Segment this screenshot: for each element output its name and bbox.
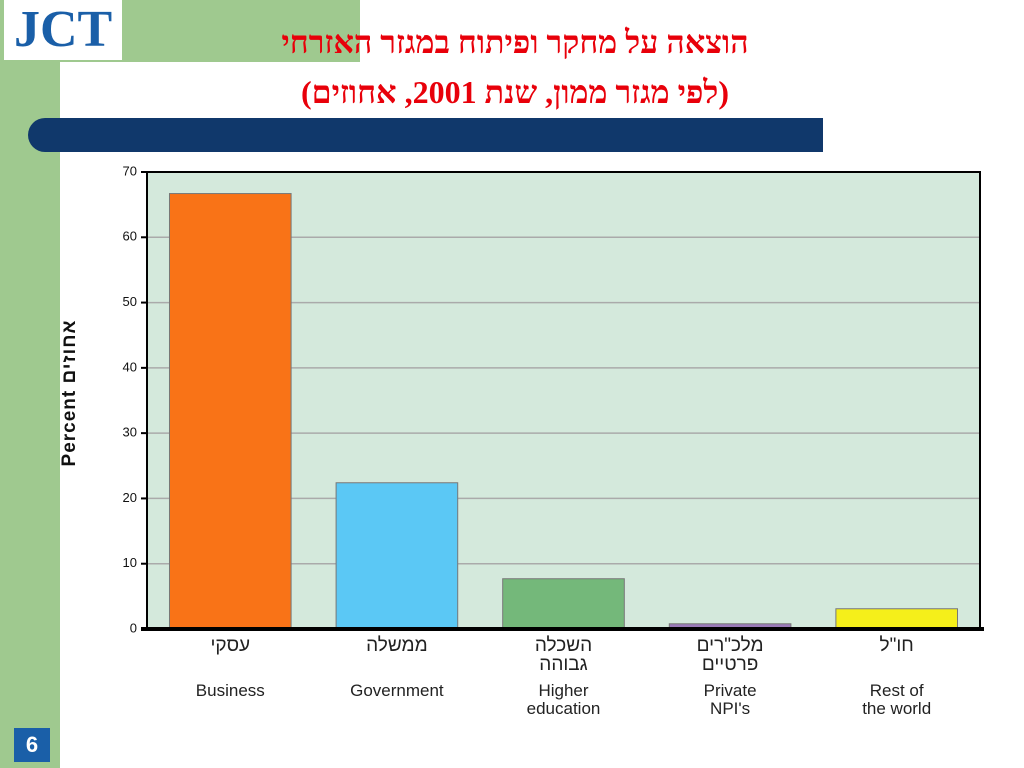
bar [335, 482, 459, 630]
y-tick-label: 0 [130, 620, 137, 635]
y-tick-label: 40 [123, 359, 137, 374]
header-band [28, 118, 823, 152]
bar [502, 578, 625, 630]
x-tick-label: Government [350, 681, 444, 700]
y-tick-label: 60 [123, 229, 137, 244]
x-tick-label: Business [195, 681, 265, 700]
y-tick-label: 50 [123, 294, 137, 309]
y-tick-label: 10 [123, 555, 137, 570]
y-tick-label: 70 [123, 163, 137, 178]
x-tick-label: Higher education [526, 681, 601, 718]
chart-subtitle: (לפי מגזר ממון, שנת 2001, אחוזים) [300, 74, 730, 110]
x-tick-label-he: ממשלה [366, 635, 428, 656]
bar [168, 193, 292, 630]
x-tick-label-he: השכלה גבוהה [534, 635, 593, 675]
slide-number: 6 [14, 728, 50, 762]
x-tick-label-he: חו"ל [879, 635, 914, 656]
x-tick-label: Rest of the world [862, 681, 932, 718]
chart-title: הוצאה על מחקר ופיתוח במגזר האזרחי [281, 24, 749, 60]
x-tick-label-he: מלכ"רים פרטיים [696, 635, 764, 675]
y-tick-label: 20 [123, 490, 137, 505]
x-tick-label: Private NPI's [703, 681, 757, 718]
bar [835, 608, 959, 630]
y-tick-label: 30 [123, 425, 137, 440]
logo: JCT [4, 0, 123, 60]
x-tick-label-he: עסקי [210, 635, 251, 656]
